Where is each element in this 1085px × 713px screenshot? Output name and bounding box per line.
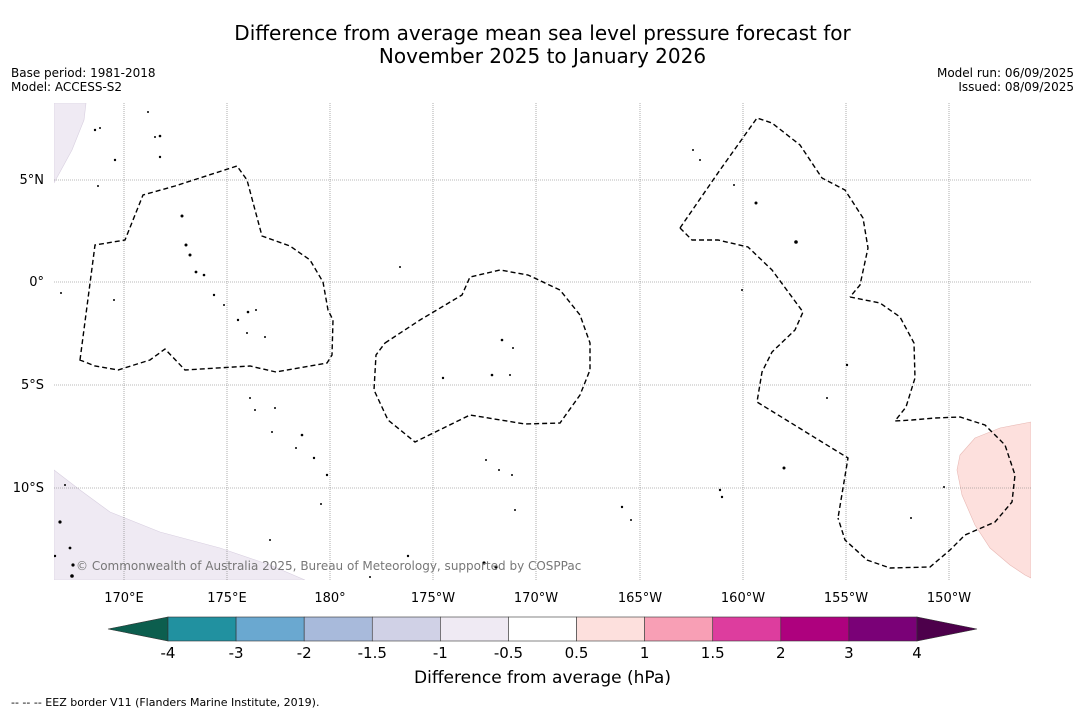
colorbar-cell: [508, 616, 577, 642]
lon-label: 170°E: [104, 591, 144, 606]
base-period: Base period: 1981-2018: [11, 66, 156, 80]
islands: [54, 111, 945, 578]
eez-line-islands-north: [679, 117, 869, 298]
lat-label: 0°: [29, 275, 44, 290]
lon-label: 175°E: [207, 591, 247, 606]
colorbar-tick-label: -0.5: [494, 644, 523, 662]
colorbar-cell: [371, 616, 441, 642]
lon-label: 150°W: [927, 591, 971, 606]
eez-cook-islands-north: [837, 296, 1016, 569]
colorbar: -4 -3 -2 -1.5 -1 -0.5 0.5 1 1.5 2 3 4: [107, 616, 978, 662]
colorbar-tick-label: 2: [776, 644, 786, 662]
colorbar-tick-label: -1.5: [358, 644, 387, 662]
model-name: Model: ACCESS-S2: [11, 80, 123, 94]
issued-date: Issued: 08/09/2025: [958, 80, 1074, 94]
colorbar-tick-label: 1: [640, 644, 650, 662]
colorbar-cell: [848, 616, 918, 642]
colorbar-label: Difference from average (hPa): [414, 668, 671, 688]
colorbar-cell: [440, 616, 509, 642]
map-background: [54, 103, 1031, 580]
chart-title: Difference from average mean sea level p…: [0, 22, 1085, 68]
colorbar-tick-label: -1: [433, 644, 448, 662]
colorbar-cell: [167, 616, 237, 642]
map-area: © Commonwealth of Australia 2025, Bureau…: [54, 103, 1031, 580]
colorbar-cell: [644, 616, 714, 642]
colorbar-cell: [576, 616, 645, 642]
eez-kiribati-gilberts: [79, 165, 334, 373]
lat-label: 10°S: [13, 481, 44, 496]
copyright-notice: © Commonwealth of Australia 2025, Bureau…: [76, 559, 581, 573]
title-line-1: Difference from average mean sea level p…: [234, 21, 851, 45]
shade-region-se: [956, 421, 1031, 579]
colorbar-tick-label: 1.5: [701, 644, 725, 662]
meta-left: Base period: 1981-2018 Model: ACCESS-S2: [11, 66, 156, 94]
colorbar-cell: [235, 616, 305, 642]
colorbar-under-arrow: [107, 616, 169, 642]
eez-footnote: -- -- -- EEZ border V11 (Flanders Marine…: [11, 696, 320, 709]
eez-line-islands-central: [679, 227, 849, 519]
colorbar-ticks: -4 -3 -2 -1.5 -1 -0.5 0.5 1 1.5 2 3 4: [161, 644, 922, 662]
eez-borders: [79, 117, 1016, 569]
model-run: Model run: 06/09/2025: [936, 66, 1074, 80]
lat-axis: 5°N 0° 5°S 10°S: [13, 173, 44, 496]
shade-region-nw: [54, 103, 87, 184]
lon-label: 165°W: [618, 591, 662, 606]
colorbar-tick-label: -4: [161, 644, 176, 662]
lon-axis: 170°E 175°E 180° 175°W 170°W 165°W 160°W…: [104, 591, 971, 606]
colorbar-cell: [712, 616, 782, 642]
gridlines: [54, 103, 1031, 580]
colorbar-tick-label: -3: [229, 644, 244, 662]
shade-region-sw: [54, 469, 306, 580]
lon-label: 155°W: [824, 591, 868, 606]
colorbar-tick-label: 0.5: [565, 644, 589, 662]
colorbar-cells: [167, 616, 918, 642]
colorbar-tick-label: 4: [912, 644, 922, 662]
lon-label: 175°W: [411, 591, 455, 606]
colorbar-cell: [303, 616, 373, 642]
colorbar-tick-label: -2: [297, 644, 312, 662]
lon-label: 180°: [314, 591, 345, 606]
lat-label: 5°N: [20, 173, 45, 188]
colorbar-cell: [780, 616, 850, 642]
colorbar-over-arrow: [916, 616, 978, 642]
lon-label: 170°W: [514, 591, 558, 606]
title-line-2: November 2025 to January 2026: [378, 44, 707, 68]
lat-label: 5°S: [21, 378, 44, 393]
meta-right: Model run: 06/09/2025 Issued: 08/09/2025: [937, 66, 1074, 94]
lon-label: 160°W: [721, 591, 765, 606]
colorbar-tick-label: 3: [844, 644, 854, 662]
